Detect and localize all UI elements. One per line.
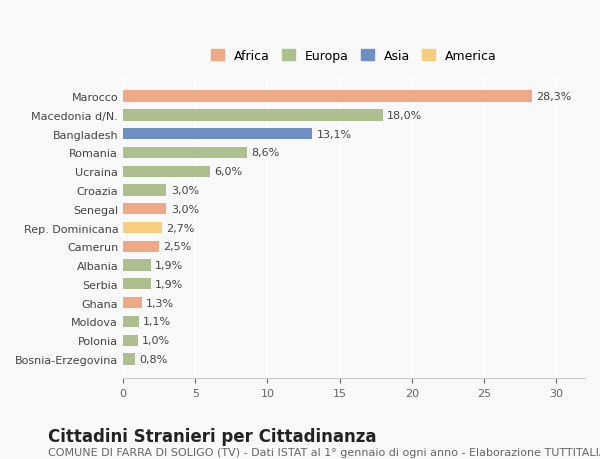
- Bar: [123, 223, 162, 234]
- Bar: [123, 91, 532, 102]
- Text: 1,1%: 1,1%: [143, 317, 172, 327]
- Text: 1,9%: 1,9%: [155, 279, 183, 289]
- Text: 1,3%: 1,3%: [146, 298, 175, 308]
- Text: COMUNE DI FARRA DI SOLIGO (TV) - Dati ISTAT al 1° gennaio di ogni anno - Elabora: COMUNE DI FARRA DI SOLIGO (TV) - Dati IS…: [48, 448, 600, 458]
- Bar: [123, 204, 166, 215]
- Bar: [123, 110, 383, 121]
- Bar: [123, 335, 137, 346]
- Text: 3,0%: 3,0%: [171, 204, 199, 214]
- Bar: [123, 241, 159, 252]
- Bar: [123, 129, 312, 140]
- Bar: [123, 166, 210, 178]
- Text: Cittadini Stranieri per Cittadinanza: Cittadini Stranieri per Cittadinanza: [48, 427, 377, 445]
- Text: 8,6%: 8,6%: [251, 148, 280, 158]
- Bar: [123, 147, 247, 159]
- Text: 2,5%: 2,5%: [164, 242, 192, 252]
- Bar: [123, 260, 151, 271]
- Text: 28,3%: 28,3%: [536, 92, 571, 102]
- Bar: [123, 297, 142, 308]
- Legend: Africa, Europa, Asia, America: Africa, Europa, Asia, America: [206, 45, 502, 68]
- Text: 6,0%: 6,0%: [214, 167, 242, 177]
- Text: 18,0%: 18,0%: [387, 111, 422, 121]
- Text: 2,7%: 2,7%: [166, 223, 195, 233]
- Text: 13,1%: 13,1%: [317, 129, 352, 140]
- Text: 3,0%: 3,0%: [171, 185, 199, 196]
- Bar: [123, 279, 151, 290]
- Text: 0,8%: 0,8%: [139, 354, 167, 364]
- Bar: [123, 316, 139, 327]
- Text: 1,9%: 1,9%: [155, 261, 183, 270]
- Bar: [123, 353, 134, 365]
- Text: 1,0%: 1,0%: [142, 336, 170, 346]
- Bar: [123, 185, 166, 196]
